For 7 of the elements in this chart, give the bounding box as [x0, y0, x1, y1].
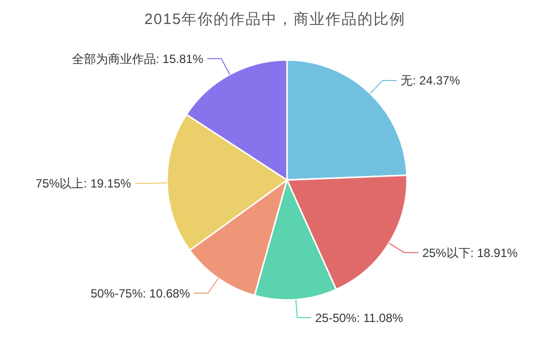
chart-title: 2015年你的作品中，商业作品的比例: [144, 11, 406, 28]
slice-label: 75%以上: 19.15%: [36, 176, 132, 191]
slice-label: 25%以下: 18.91%: [422, 246, 518, 260]
slice-label: 25-50%: 11.08%: [315, 310, 404, 325]
slice-label: 无: 24.37%: [400, 74, 460, 88]
slice-label: 全部为商业作品: 15.81%: [72, 52, 204, 66]
slice-label: 50%-75%: 10.68%: [90, 286, 190, 300]
